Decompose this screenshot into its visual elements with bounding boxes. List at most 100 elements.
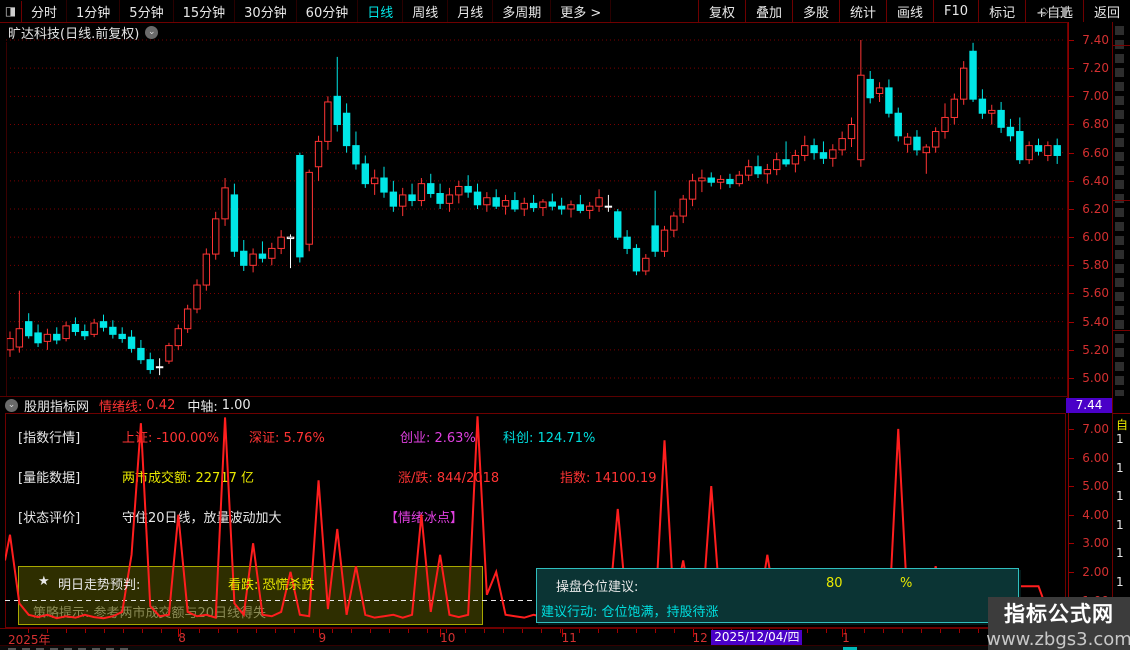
- price-tick: [1069, 124, 1074, 126]
- time-axis[interactable]: 2025/12/04/四 2025年 8 9 10 11 12 1: [0, 628, 1130, 647]
- period-tab-分时[interactable]: 分时: [22, 0, 68, 22]
- month-tick: [561, 629, 563, 637]
- period-tab-1分钟[interactable]: 1分钟: [67, 0, 121, 22]
- chevron-down-icon[interactable]: ⌄: [145, 25, 159, 39]
- turnover: 两市成交额: 22717 亿: [122, 471, 254, 486]
- indicator-tick-label: 2.00: [1082, 564, 1109, 579]
- indicator-tick-label: 5.00: [1082, 479, 1109, 494]
- strip-digit: 1: [1116, 546, 1124, 561]
- indicator-name[interactable]: 股朋指标网: [24, 399, 90, 415]
- strip-digit: 1: [1116, 460, 1124, 475]
- period-tab-月线[interactable]: 月线: [448, 0, 494, 22]
- period-tab-15分钟[interactable]: 15分钟: [174, 0, 236, 22]
- price-tick-label: 6.80: [1082, 117, 1109, 132]
- month-tick: [842, 629, 844, 637]
- function-button-统计[interactable]: 统计: [839, 0, 886, 22]
- function-button-画线[interactable]: 画线: [886, 0, 933, 22]
- price-tick: [1069, 237, 1074, 239]
- strip-top-label: 自: [1116, 418, 1129, 432]
- function-button-F10[interactable]: F10: [933, 0, 978, 22]
- strip-digit: 1: [1116, 432, 1124, 446]
- strip-digit: 1: [1116, 489, 1124, 504]
- row1-label: [指数行情]: [18, 431, 81, 446]
- forecast-verdict: 看跌: 恐慌杀跌: [228, 578, 315, 593]
- kcb-index: 科创: 124.71%: [503, 431, 596, 446]
- position-value: 80: [826, 576, 843, 591]
- sh-index: 上证: -100.00%: [122, 431, 220, 446]
- emotion-line-value: 0.42: [146, 397, 176, 413]
- price-tick: [1069, 40, 1074, 41]
- price-tick: [1069, 68, 1074, 70]
- diamond-icon[interactable]: ◇: [1039, 4, 1049, 18]
- row3-label: [状态评价]: [18, 511, 81, 526]
- statusbar-marker: [843, 647, 857, 650]
- function-button-标记[interactable]: 标记: [978, 0, 1025, 22]
- month-label-1: 1: [842, 631, 850, 645]
- month-tick: [318, 629, 320, 637]
- function-button-复权[interactable]: 复权: [697, 0, 745, 22]
- price-axis: 7.40 7.20 7.00 6.80 6.60 6.40 6.20 6.00 5.80 5.60…: [1068, 22, 1113, 398]
- chart-title-row: 旷达科技(日线.前复权) ⌄: [0, 22, 1112, 42]
- function-button-+自选[interactable]: +自选: [1025, 0, 1083, 22]
- window-split-icon[interactable]: ◨: [1056, 4, 1068, 18]
- period-tab-30分钟[interactable]: 30分钟: [235, 0, 297, 22]
- price-tick: [1069, 208, 1074, 210]
- period-tab-60分钟[interactable]: 60分钟: [297, 0, 359, 22]
- chart-left-border: [6, 42, 7, 396]
- emotion-line-label: 情绪线:: [99, 399, 143, 415]
- indicator-tick: [1069, 543, 1074, 545]
- watermark-title: 指标公式网: [1004, 601, 1114, 626]
- price-tick: [1069, 180, 1074, 182]
- position-title: 操盘仓位建议:: [556, 580, 639, 595]
- indicator-tick: [1069, 514, 1074, 516]
- month-tick: [692, 629, 694, 637]
- price-tick: [1069, 377, 1074, 379]
- period-tab-多周期[interactable]: 多周期: [493, 0, 552, 22]
- month-label-11: 11: [561, 631, 577, 645]
- strip-digit: 1: [1116, 517, 1124, 532]
- indicator-axis: 7.006.005.004.003.002.001.00: [1068, 413, 1113, 628]
- price-tick-label: 6.20: [1082, 201, 1109, 216]
- month-tick: [440, 629, 442, 637]
- forecast-title: 明日走势预判:: [58, 578, 141, 593]
- function-button-多股[interactable]: 多股: [791, 0, 839, 22]
- row2-label: [量能数据]: [18, 471, 81, 486]
- indicator-collapse-icon[interactable]: ⌄: [5, 398, 18, 412]
- axis-ticks: [10, 629, 1066, 633]
- indicator-header: ⌄ 股朋指标网 情绪线: 0.42 中轴: 1.00: [0, 397, 1066, 415]
- period-tab-更多 >[interactable]: 更多 >: [551, 0, 612, 22]
- price-tick: [1069, 265, 1074, 267]
- price-tick: [1069, 321, 1074, 323]
- price-tick-label: 6.40: [1082, 173, 1109, 188]
- price-tick: [1069, 152, 1074, 154]
- status-text: 守住20日线，放量波动加大: [122, 511, 282, 526]
- period-tab-周线[interactable]: 周线: [403, 0, 449, 22]
- price-tick-label: 5.40: [1082, 314, 1109, 329]
- price-tick-label: 7.40: [1082, 33, 1109, 47]
- highlighted-date: 2025/12/04/四: [711, 630, 803, 645]
- position-unit: %: [900, 576, 913, 591]
- function-button-叠加[interactable]: 叠加: [744, 0, 792, 22]
- indicator-tick: [1069, 486, 1074, 488]
- indicator-tick-label: 3.00: [1082, 536, 1109, 551]
- position-action: 建议行动: 仓位饱满，持股待涨: [541, 605, 719, 620]
- candlestick-chart[interactable]: [0, 22, 1068, 398]
- indicator-tick-label: 7.00: [1082, 421, 1109, 436]
- right-sidebar-strip[interactable]: 自 1111111: [1112, 22, 1130, 650]
- month-label-10: 10: [440, 631, 456, 645]
- function-buttons: 复权 叠加 多股 统计 画线 F10 标记 +自选 返回: [697, 0, 1130, 22]
- chart-bottom-border: [0, 396, 1068, 397]
- strip-digit: 1: [1116, 575, 1124, 589]
- indicator-max-value-badge: 7.44: [1066, 398, 1112, 413]
- indicator-tick: [1069, 428, 1074, 430]
- price-tick: [1069, 349, 1074, 351]
- mood-badge: 【情绪冰点】: [385, 511, 464, 526]
- advance-decline: 涨/跌: 844/2018: [398, 471, 500, 486]
- function-button-返回[interactable]: 返回: [1082, 0, 1130, 22]
- period-tab-日线[interactable]: 日线: [358, 0, 404, 22]
- price-tick-label: 6.00: [1082, 230, 1109, 245]
- strategy-tip: 策略提示: 参考两市成交额与20日线得失: [33, 606, 267, 621]
- layout-toggle-icon[interactable]: ◨: [0, 0, 22, 22]
- period-tab-5分钟[interactable]: 5分钟: [120, 0, 174, 22]
- index-value: 指数: 14100.19: [560, 471, 657, 486]
